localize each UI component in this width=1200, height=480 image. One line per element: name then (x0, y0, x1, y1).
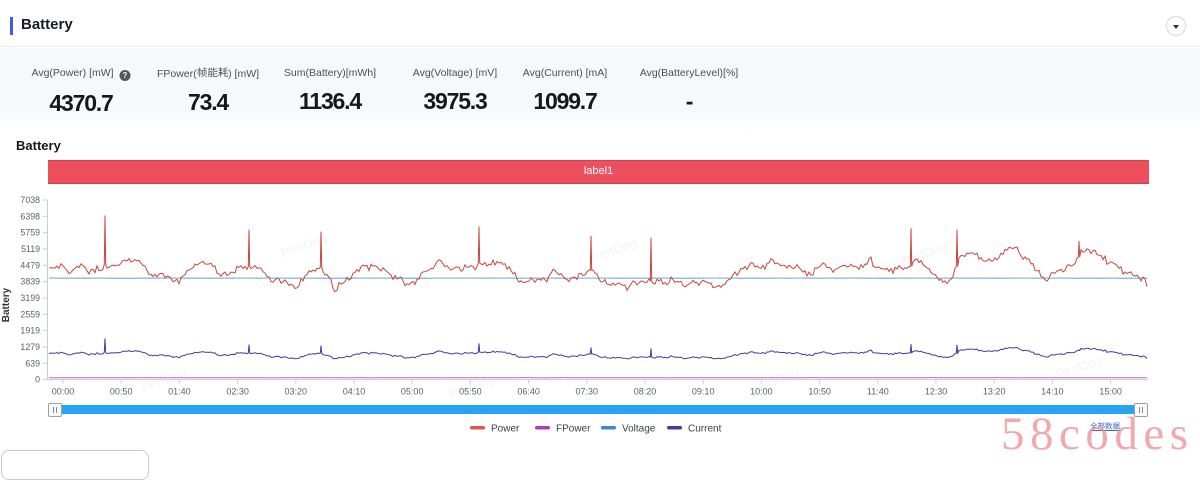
svg-text:09:10: 09:10 (692, 387, 715, 397)
svg-text:08:20: 08:20 (634, 387, 657, 397)
svg-text:11:40: 11:40 (867, 387, 889, 397)
svg-text:10:00: 10:00 (750, 387, 773, 397)
svg-text:3199: 3199 (20, 293, 40, 303)
svg-text:03:20: 03:20 (285, 387, 308, 397)
svg-text:5759: 5759 (20, 228, 40, 238)
svg-text:5119: 5119 (21, 244, 40, 254)
svg-text:00:50: 00:50 (110, 387, 133, 397)
svg-text:12:30: 12:30 (925, 387, 948, 397)
svg-text:6398: 6398 (20, 211, 40, 221)
svg-text:10:50: 10:50 (808, 387, 831, 397)
svg-text:3839: 3839 (20, 277, 40, 287)
svg-text:05:50: 05:50 (459, 387, 482, 397)
svg-text:01:40: 01:40 (168, 387, 191, 397)
svg-text:04:10: 04:10 (343, 387, 366, 397)
svg-text:06:40: 06:40 (517, 387, 540, 397)
svg-text:FPower: FPower (556, 424, 591, 435)
svg-text:Voltage: Voltage (622, 424, 656, 435)
svg-text:1919: 1919 (20, 326, 40, 336)
svg-text:4479: 4479 (20, 260, 40, 270)
svg-text:0: 0 (35, 375, 40, 385)
svg-text:639: 639 (25, 358, 40, 368)
svg-text:7038: 7038 (20, 195, 40, 205)
svg-text:00:00: 00:00 (52, 387, 75, 397)
svg-text:07:30: 07:30 (576, 387, 599, 397)
svg-text:15:00: 15:00 (1099, 387, 1122, 397)
svg-text:1279: 1279 (20, 342, 40, 352)
svg-text:2559: 2559 (20, 309, 40, 319)
svg-text:Power: Power (491, 424, 520, 435)
svg-text:14:10: 14:10 (1041, 387, 1064, 397)
svg-text:Battery: Battery (1, 287, 12, 322)
svg-text:Current: Current (688, 424, 722, 435)
svg-text:13:20: 13:20 (983, 387, 1006, 397)
svg-text:02:30: 02:30 (226, 387, 249, 397)
svg-text:05:00: 05:00 (401, 387, 424, 397)
